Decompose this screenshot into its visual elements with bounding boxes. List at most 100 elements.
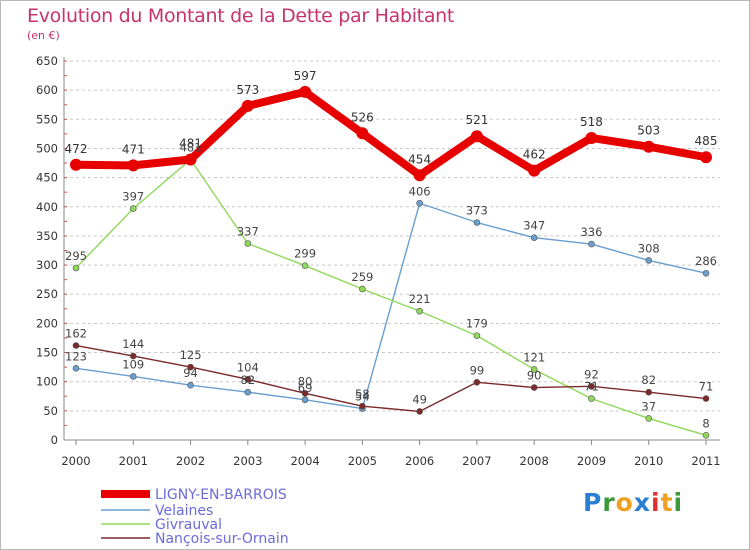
point-s1-9	[588, 240, 595, 248]
grid	[64, 60, 720, 412]
data-label-s2-7: 179	[466, 317, 488, 331]
x-tick-label-2011: 2011	[691, 454, 720, 468]
point-s0-4	[299, 85, 312, 98]
data-label-s0-10: 503	[637, 124, 660, 138]
data-label-s2-1: 397	[122, 190, 144, 204]
y-tick-label-200: 200	[36, 316, 58, 330]
data-label-s1-2: 94	[183, 366, 198, 380]
data-label-s2-8: 121	[523, 350, 545, 364]
point-s3-1	[129, 352, 137, 360]
logo-letter-2: o	[615, 488, 634, 517]
data-label-s1-7: 373	[466, 204, 488, 218]
data-label-s0-8: 462	[523, 148, 546, 162]
point-s2-10	[645, 415, 653, 422]
data-label-s1-11: 286	[695, 254, 717, 268]
point-s2-9	[588, 395, 595, 402]
data-label-s1-0: 123	[65, 349, 87, 363]
y-tick-label-400: 400	[36, 200, 58, 214]
logo-letter-0: P	[583, 488, 603, 517]
data-label-s3-2: 125	[180, 348, 202, 362]
logo-letter-6: i	[673, 488, 684, 517]
point-s3-3	[244, 376, 252, 383]
point-s0-10	[642, 140, 655, 153]
data-label-s3-9: 92	[584, 367, 599, 381]
y-tick-label-350: 350	[36, 229, 58, 243]
x-tick-label-2003: 2003	[233, 454, 262, 468]
legend-label-2: Givrauval	[155, 517, 222, 533]
y-tick-label-100: 100	[36, 375, 58, 389]
point-s3-8	[530, 384, 538, 391]
data-label-s1-3: 82	[240, 373, 255, 387]
logo-letter-3: x	[633, 488, 651, 517]
data-label-s3-3: 104	[237, 360, 259, 374]
point-s3-6	[416, 408, 423, 415]
legend-label-0: LIGNY-EN-BARROIS	[155, 487, 287, 503]
y-tick-label-450: 450	[36, 171, 58, 185]
point-s1-10	[645, 257, 653, 264]
data-label-s2-5: 259	[351, 270, 373, 284]
data-label-s2-0: 295	[65, 249, 87, 263]
point-s1-4	[301, 396, 309, 404]
point-s1-3	[244, 388, 252, 396]
point-s2-4	[301, 262, 309, 269]
point-s0-9	[585, 131, 598, 144]
y-tick-label-550: 550	[36, 112, 58, 126]
point-s1-1	[129, 373, 137, 380]
series-line-1	[75, 202, 707, 410]
data-label-s1-6: 406	[409, 184, 431, 198]
data-label-s0-6: 454	[408, 152, 431, 166]
point-s0-2	[184, 153, 197, 166]
data-label-s3-4: 80	[298, 374, 313, 388]
y-tick-label-500: 500	[36, 141, 58, 155]
series-line-0	[75, 87, 707, 180]
data-label-s3-11: 71	[699, 380, 714, 394]
data-label-s1-8: 347	[523, 219, 545, 233]
point-s1-0	[72, 364, 80, 372]
data-label-s3-0: 162	[65, 327, 87, 341]
data-label-s0-9: 518	[580, 115, 603, 129]
logo-letter-5: t	[660, 488, 674, 517]
data-label-s1-4: 69	[298, 381, 313, 395]
point-s3-0	[72, 342, 80, 349]
data-label-s0-5: 526	[351, 110, 374, 124]
point-s1-11	[702, 269, 710, 277]
point-s1-8	[530, 234, 538, 241]
data-label-s2-6: 221	[409, 292, 431, 306]
chart-subtitle: (en €)	[27, 29, 60, 42]
x-tick-label-2004: 2004	[290, 454, 319, 468]
point-s2-3	[244, 240, 252, 247]
point-s0-5	[356, 127, 369, 140]
point-s0-0	[70, 158, 82, 171]
data-label-s1-1: 109	[122, 357, 144, 371]
x-tick-label-2009: 2009	[577, 454, 606, 468]
data-label-s1-10: 308	[638, 241, 660, 255]
data-label-s0-2: 481	[179, 137, 202, 151]
point-s3-5	[359, 402, 366, 410]
data-label-s0-7: 521	[465, 113, 488, 127]
point-s2-0	[72, 264, 80, 272]
point-s2-11	[702, 432, 710, 439]
data-label-s0-1: 471	[122, 142, 145, 156]
point-s0-8	[528, 164, 541, 177]
data-label-s0-11: 485	[695, 134, 718, 148]
series-line-2	[75, 158, 707, 437]
data-label-s2-2: 481	[180, 141, 202, 155]
x-tick-label-2001: 2001	[119, 454, 148, 468]
data-label-s3-8: 90	[527, 369, 542, 383]
data-label-s2-11: 8	[702, 416, 709, 430]
series-layer	[70, 85, 712, 439]
point-s0-1	[127, 159, 140, 172]
x-tick-label-2000: 2000	[61, 454, 90, 468]
data-label-s3-5: 58	[355, 387, 370, 401]
data-label-s3-10: 82	[641, 373, 656, 387]
y-tick-label-50: 50	[43, 404, 58, 418]
logo-letter-1: r	[602, 488, 616, 517]
y-tick-label-0: 0	[51, 433, 58, 447]
data-label-s2-4: 299	[294, 247, 316, 261]
point-s2-6	[416, 307, 423, 315]
x-tick-label-2010: 2010	[634, 454, 663, 468]
data-labels: 472 471 481 573 597 526 454 521 462 518 503 485 123 1…	[65, 69, 718, 430]
point-s0-6	[413, 169, 426, 182]
x-tick-label-2008: 2008	[520, 454, 549, 468]
